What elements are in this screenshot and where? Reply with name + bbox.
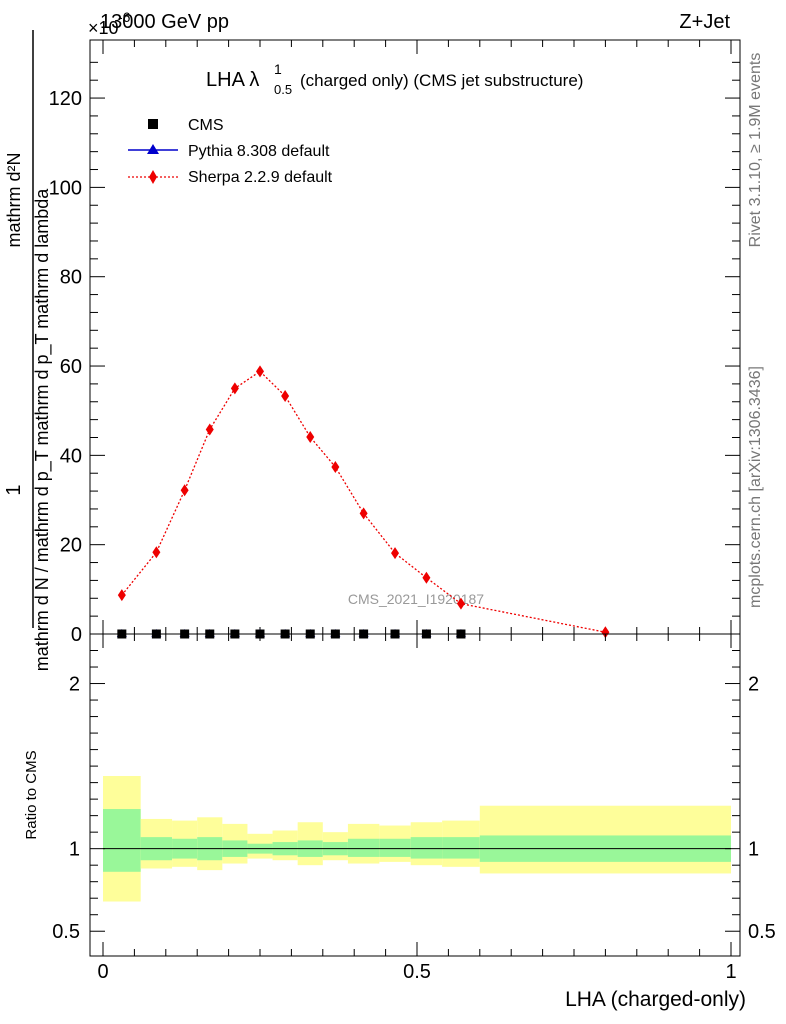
main-plot-panel: 0 20 40 60 80 100 120 LHA λ 1 0.5 (charged onl… [49, 39, 741, 646]
sherpa-point [331, 460, 340, 473]
sherpa-point [117, 589, 126, 602]
y-tick-label: 120 [49, 88, 82, 110]
sherpa-point [230, 382, 239, 395]
band-inner [103, 809, 141, 872]
sherpa-point [456, 597, 465, 610]
ratio-ylabel: Ratio to CMS [23, 750, 40, 839]
xaxis-label: LHA (charged-only) [565, 988, 746, 1011]
main-ylabel: 1 mathrm d N / mathrm d p_T mathrm d p_T… [3, 30, 53, 671]
band-inner [410, 837, 443, 859]
sherpa-point [152, 546, 161, 559]
ratio-y-tick-label-right: 1 [748, 839, 759, 861]
sherpa-line [121, 370, 606, 633]
legend-pythia-label: Pythia 8.308 default [188, 143, 330, 160]
ratio-y-tick-label-right: 0.5 [748, 921, 776, 943]
sherpa-point [391, 547, 400, 560]
main-y-ticks: 0 20 40 60 80 100 120 [49, 61, 740, 646]
y-tick-label: 60 [60, 356, 82, 378]
legend-cms-label: CMS [188, 117, 224, 134]
ylabel-denominator: mathrm d N / mathrm d p_T mathrm d p_T m… [32, 188, 53, 671]
legend-sherpa-label: Sherpa 2.2.9 default [188, 169, 333, 186]
legend-pythia-marker [147, 144, 159, 154]
ratio-y-tick-label-right: 2 [748, 674, 759, 696]
ratio-y-tick-label: 0.5 [52, 921, 80, 943]
sherpa-point [601, 626, 610, 639]
mcplots-reference-text: mcplots.cern.ch [arXiv:1306.3436] [747, 366, 764, 608]
y-tick-label: 0 [71, 624, 82, 646]
x-tick-label: 0 [97, 961, 108, 983]
ratio-y-tick-label: 2 [69, 674, 80, 696]
header-process: Z+Jet [679, 11, 730, 33]
sherpa-point [306, 431, 315, 444]
main-x-ticks [102, 40, 732, 634]
sherpa-point [205, 423, 214, 436]
ratio-plot-frame [89, 633, 741, 957]
uncertainty-band-layer [103, 776, 731, 902]
y-tick-label: 40 [60, 445, 82, 467]
x-tick-label: 0.5 [403, 961, 431, 983]
title-subscript: 0.5 [274, 82, 292, 97]
sherpa-point [281, 389, 290, 402]
rivet-version-text: Rivet 3.1.10, ≥ 1.9M events [747, 53, 764, 248]
axis-multiplier: ×10 [88, 18, 119, 38]
y-tick-label: 80 [60, 267, 82, 289]
legend: CMS Pythia 8.308 default Sherpa 2.2.9 de… [128, 117, 333, 186]
band-inner [347, 838, 380, 857]
y-tick-label: 100 [49, 177, 82, 199]
plot-title: LHA λ 1 0.5 (charged only) (CMS jet subs… [206, 61, 583, 97]
legend-sherpa-marker [149, 170, 157, 184]
ratio-plot-panel: 0.5 0.51 12 2 0 0.5 1 Ratio to CMS LHA (charg… [23, 633, 776, 1011]
ratio-y-tick-label: 1 [69, 839, 80, 861]
ratio-y-ticks: 0.5 0.5 1 1 2 2 [52, 650, 776, 943]
y-tick-label: 20 [60, 535, 82, 557]
band-inner [379, 838, 411, 857]
axis-multiplier-exponent: -6 [118, 9, 131, 25]
sherpa-point [359, 507, 368, 520]
header-energy: 13000 GeV pp [100, 11, 229, 33]
title-superscript: 1 [274, 61, 282, 77]
x-tick-label: 1 [725, 961, 736, 983]
ylabel-numerator: 1 [3, 484, 25, 495]
band-inner [442, 837, 480, 859]
title-rest: (charged only) (CMS jet substructure) [300, 71, 583, 90]
legend-cms-marker [148, 119, 158, 129]
sherpa-point [180, 484, 189, 497]
ratio-x-ticks: 0 0.5 1 [97, 634, 737, 983]
sherpa-point [422, 571, 431, 584]
ylabel-top: mathrm d²N [4, 152, 24, 247]
title-main: LHA λ [206, 69, 259, 91]
sherpa-point [256, 365, 264, 378]
